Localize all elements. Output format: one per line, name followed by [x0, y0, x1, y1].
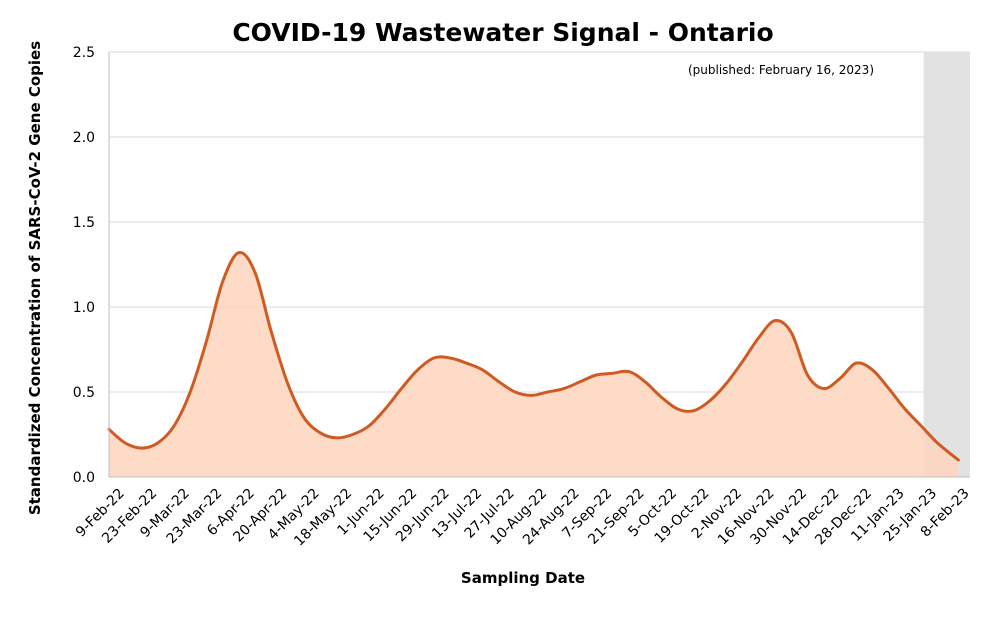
series-line: [107, 251, 960, 462]
y-tick-label: 2.0: [73, 130, 95, 146]
y-axis-title: Standardized Concentration of SARS-CoV-2…: [26, 41, 44, 515]
published-date-note: (published: February 16, 2023): [688, 63, 874, 77]
provisional-data-shading: [923, 52, 970, 477]
y-tick-labels: 0.0 0.5 1.0 1.5 2.0 2.5: [73, 45, 95, 486]
y-tick-label: 0.5: [73, 385, 95, 401]
chart-title: COVID-19 Wastewater Signal - Ontario: [232, 18, 773, 47]
x-tick-labels: 9-Feb-2223-Feb-229-Mar-2223-Mar-226-Apr-…: [73, 486, 973, 550]
series-area: [109, 252, 959, 477]
y-tick-label: 1.5: [73, 215, 95, 231]
y-tick-label: 0.0: [73, 470, 95, 486]
x-axis-title: Sampling Date: [461, 569, 585, 587]
y-tick-label: 1.0: [73, 300, 95, 316]
y-tick-label: 2.5: [73, 45, 95, 61]
